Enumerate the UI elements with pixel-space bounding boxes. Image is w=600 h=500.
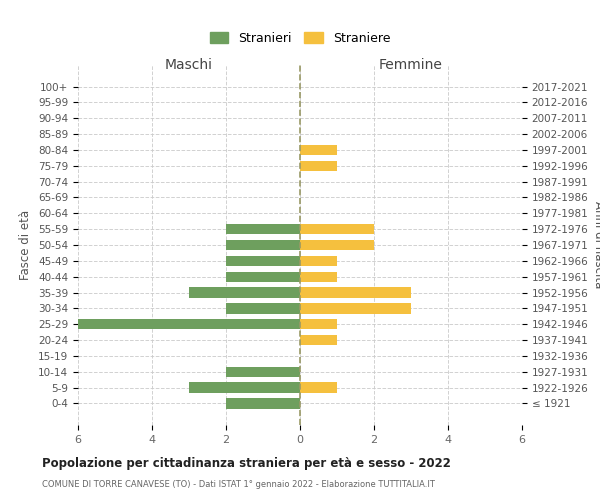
- Bar: [189, 382, 300, 393]
- Bar: [226, 303, 300, 314]
- Bar: [189, 288, 300, 298]
- Text: Maschi: Maschi: [165, 58, 213, 72]
- Bar: [300, 319, 337, 330]
- Bar: [300, 272, 337, 282]
- Bar: [300, 145, 337, 155]
- Bar: [78, 319, 300, 330]
- Bar: [300, 335, 337, 345]
- Bar: [226, 240, 300, 250]
- Bar: [300, 382, 337, 393]
- Bar: [226, 224, 300, 234]
- Y-axis label: Fasce di età: Fasce di età: [19, 210, 32, 280]
- Bar: [226, 256, 300, 266]
- Bar: [300, 160, 337, 171]
- Bar: [300, 256, 337, 266]
- Text: Femmine: Femmine: [379, 58, 443, 72]
- Bar: [300, 288, 411, 298]
- Text: Popolazione per cittadinanza straniera per età e sesso - 2022: Popolazione per cittadinanza straniera p…: [42, 458, 451, 470]
- Legend: Stranieri, Straniere: Stranieri, Straniere: [206, 28, 394, 48]
- Bar: [300, 303, 411, 314]
- Bar: [300, 224, 374, 234]
- Bar: [226, 366, 300, 377]
- Bar: [226, 398, 300, 408]
- Y-axis label: Anni di nascita: Anni di nascita: [592, 202, 600, 288]
- Bar: [300, 240, 374, 250]
- Text: COMUNE DI TORRE CANAVESE (TO) - Dati ISTAT 1° gennaio 2022 - Elaborazione TUTTIT: COMUNE DI TORRE CANAVESE (TO) - Dati IST…: [42, 480, 435, 489]
- Bar: [226, 272, 300, 282]
